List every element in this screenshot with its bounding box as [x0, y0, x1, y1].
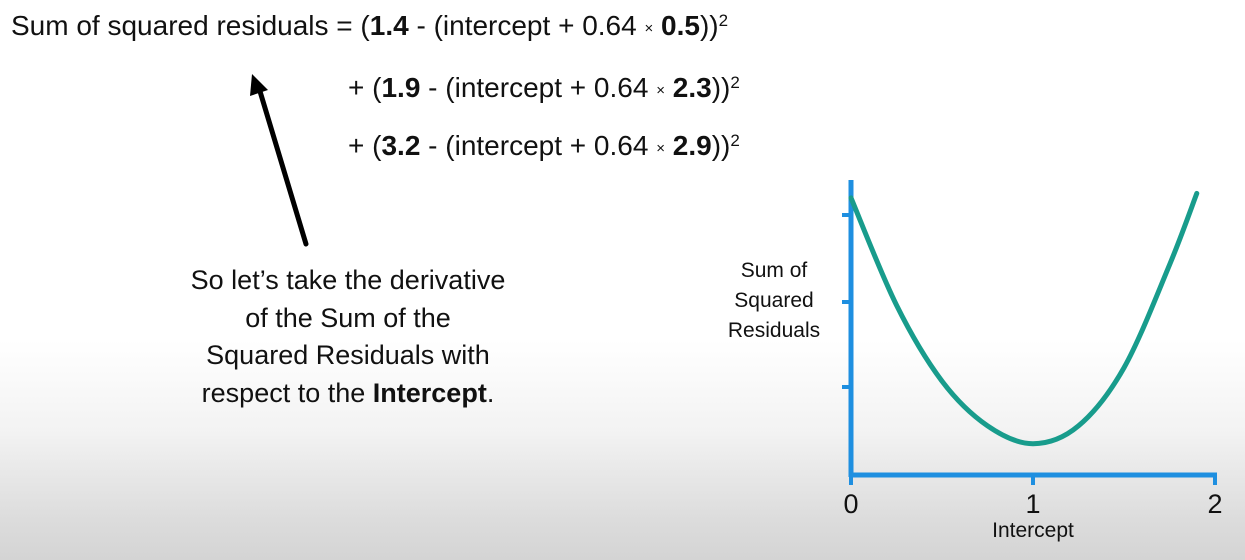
- y-axis-label-line: Residuals: [727, 319, 821, 342]
- x-axis-label: Intercept: [992, 519, 1074, 542]
- x-tick-label: 1: [1025, 489, 1040, 519]
- y-axis-label-line: Sum of: [740, 259, 808, 282]
- y-axis-label-line: Squared: [734, 289, 814, 312]
- equation-middle: - (intercept + 0.64: [420, 72, 657, 103]
- observed-value: 3.2: [381, 130, 421, 161]
- explanation-text-period: .: [486, 377, 495, 408]
- explanation-line: So let’s take the derivative: [190, 265, 506, 295]
- explanation-line: Squared Residuals with: [206, 340, 490, 370]
- equation-lead: + (: [348, 72, 382, 103]
- equation-lead: + (: [348, 130, 382, 161]
- ssr-curve: [848, 190, 1200, 447]
- x-value: 2.9: [672, 130, 712, 161]
- x-tick-label: 0: [843, 489, 858, 519]
- x-value: 2.3: [672, 72, 712, 103]
- observed-value: 1.4: [369, 10, 409, 41]
- exponent: 2: [730, 73, 740, 92]
- observed-value: 1.9: [381, 72, 421, 103]
- explanation-text-plain: respect to the: [201, 377, 373, 408]
- explanation-line: of the Sum of the: [245, 302, 451, 333]
- sum-of-squares-equation-line-3: + (3.2 - (intercept + 0.64 × 2.9))2: [348, 130, 740, 167]
- x-value: 0.5: [661, 10, 700, 41]
- chart-axes: [842, 180, 1217, 478]
- equation-close: )): [711, 72, 731, 103]
- exponent: 2: [730, 131, 740, 150]
- sum-of-squares-equation-line-2: + (1.9 - (intercept + 0.64 × 2.3))2: [348, 72, 740, 109]
- equation-middle: - (intercept + 0.64: [420, 130, 657, 161]
- sum-of-squares-equation-line-1: Sum of squared residuals = (1.4 - (inter…: [11, 10, 728, 47]
- exponent: 2: [718, 11, 729, 30]
- times-sign: ×: [656, 140, 665, 157]
- equation-middle: - (intercept + 0.64: [408, 10, 645, 41]
- sum-of-squared-residuals-chart: 0 1 2 Intercept: [842, 180, 1223, 542]
- x-tick-label: 2: [1207, 489, 1222, 519]
- times-sign: ×: [644, 20, 654, 37]
- y-axis-label: Sum of Squared Residuals: [700, 256, 848, 346]
- equation-close: )): [699, 10, 719, 41]
- explanation-text: So let’s take the derivative of the Sum …: [148, 262, 548, 412]
- x-tick-group: 0 1 2: [843, 475, 1223, 519]
- pointer-arrow-icon: [250, 74, 309, 247]
- times-sign: ×: [656, 82, 665, 99]
- explanation-line: respect to the Intercept.: [148, 375, 548, 413]
- explanation-text-bold: Intercept: [372, 377, 487, 408]
- equation-lhs: Sum of squared residuals = (: [11, 10, 370, 41]
- equation-close: )): [711, 130, 731, 161]
